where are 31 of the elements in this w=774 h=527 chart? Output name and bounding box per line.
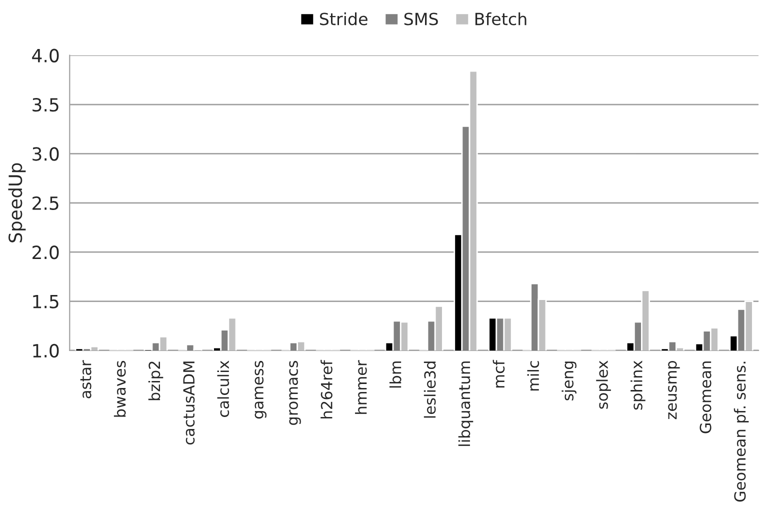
legend-label: Bfetch (475, 12, 526, 26)
y-axis-title: SpeedUp (8, 163, 26, 242)
legend-label: Stride (320, 12, 368, 26)
x-tick-label: bwaves (114, 360, 126, 417)
y-tick-label: 1.0 (33, 344, 59, 358)
x-tick-label: lbm (389, 361, 402, 388)
x-tick-label: hmmer (355, 360, 367, 414)
x-tick-label: h264ref (320, 360, 332, 418)
x-tick-label: bzip2 (148, 362, 164, 400)
x-tick-label: gromacs (289, 360, 301, 425)
x-tick-label: zeusmp (668, 361, 680, 420)
x-tick-label: mcf (492, 360, 505, 388)
x-tick-label: astar (80, 360, 92, 398)
y-tick-label: 3.5 (32, 98, 58, 112)
y-tick-label: 2.5 (32, 196, 58, 210)
x-tick-label: sjeng (562, 362, 576, 400)
x-tick-label: Geomean pf. sens. (734, 362, 749, 502)
x-tick-label: soplex (596, 360, 611, 409)
y-tick-label: 2.0 (32, 246, 59, 260)
y-tick-label: 3.0 (32, 147, 59, 161)
x-tick-label: milc (527, 361, 540, 391)
x-tick-label: leslie3d (424, 362, 436, 418)
legend-label: SMS (404, 12, 438, 26)
x-tick-label: calculix (217, 360, 230, 417)
y-tick-label: 4.0 (32, 48, 59, 62)
x-tick-label: cactusADM (183, 362, 195, 445)
x-tick-label: Geomean (700, 361, 712, 434)
y-tick-label: 1.5 (33, 294, 58, 308)
x-tick-label: gamess (254, 360, 266, 419)
x-tick-label: libquantum (458, 361, 474, 446)
x-tick-label: sphinx (630, 360, 646, 410)
